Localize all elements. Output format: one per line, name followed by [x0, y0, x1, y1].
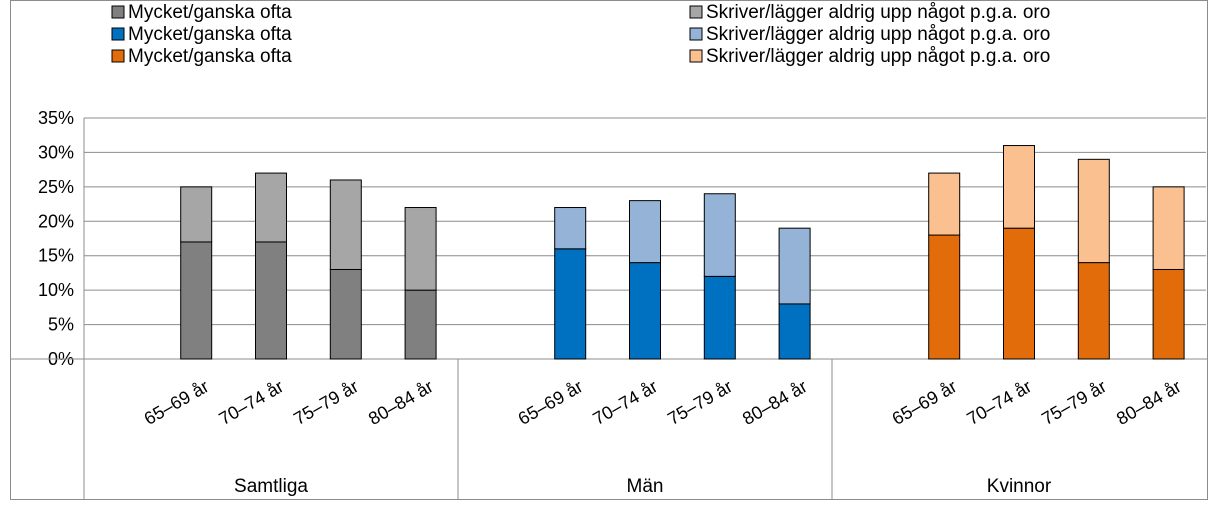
- legend-swatch: [111, 5, 125, 19]
- y-tick-label: 20%: [38, 211, 74, 231]
- x-tick-label: 75–79 år: [664, 376, 736, 429]
- legend-swatch: [689, 27, 703, 41]
- bar-segment-lower: [329, 268, 362, 360]
- bar-segment-lower: [1077, 262, 1110, 360]
- x-tick-label: 65–69 år: [515, 376, 587, 429]
- bar-segment-upper: [255, 172, 287, 243]
- bar-segment-upper: [1003, 145, 1035, 229]
- bar-segment-upper: [404, 207, 437, 291]
- x-tick-label: 80–84 år: [739, 376, 811, 429]
- y-tick-label: 35%: [38, 108, 74, 128]
- y-tick-label: 25%: [38, 177, 74, 197]
- bar-segment-upper: [778, 227, 811, 305]
- legend-swatch: [111, 27, 125, 41]
- x-tick-label: 70–74 år: [963, 376, 1035, 429]
- bar-segment-upper: [180, 186, 213, 243]
- bar-segment-upper: [554, 207, 587, 250]
- legend-label: Skriver/lägger aldrig upp något p.g.a. o…: [706, 24, 1050, 45]
- group-label: Män: [627, 476, 664, 497]
- group-label: Kvinnor: [987, 476, 1052, 497]
- legend-swatch: [111, 49, 125, 63]
- y-tick-label: 5%: [48, 315, 74, 335]
- bar-segment-lower: [255, 241, 287, 360]
- bar-segment-upper: [1152, 186, 1185, 270]
- x-tick-label: 65–69 år: [141, 376, 213, 429]
- bar-segment-lower: [629, 262, 661, 360]
- x-tick-label: 80–84 år: [1113, 376, 1185, 429]
- bar-group: 65–69 år 70–74 år 75–79 år 80–84 år Kvinnor: [889, 145, 1185, 497]
- y-tick-label: 10%: [38, 280, 74, 300]
- bar-segment-lower: [703, 275, 736, 360]
- x-tick-label: 75–79 år: [1038, 376, 1110, 429]
- legend: Mycket/ganska ofta Skriver/lägger aldrig …: [111, 2, 1050, 67]
- bar-segment-lower: [554, 248, 587, 360]
- bar-segment-lower: [180, 241, 213, 360]
- y-tick-label: 15%: [38, 246, 74, 266]
- bar-segment-upper: [629, 200, 661, 264]
- bar-segment-lower: [778, 303, 811, 360]
- legend-label: Mycket/ganska ofta: [128, 2, 292, 23]
- bar-segment-lower: [1003, 227, 1035, 360]
- y-tick-label: 30%: [38, 142, 74, 162]
- group-label: Samtliga: [234, 476, 308, 497]
- stacked-bar-chart: Mycket/ganska ofta Skriver/lägger aldrig …: [10, 0, 1208, 500]
- bar-segment-upper: [329, 179, 362, 270]
- chart-container: Mycket/ganska ofta Skriver/lägger aldrig …: [10, 0, 1208, 500]
- legend-label: Skriver/lägger aldrig upp något p.g.a. o…: [706, 46, 1050, 67]
- legend-label: Skriver/lägger aldrig upp något p.g.a. o…: [706, 2, 1050, 23]
- bar-segment-lower: [1152, 268, 1185, 360]
- x-tick-label: 65–69 år: [889, 376, 961, 429]
- legend-label: Mycket/ganska ofta: [128, 46, 292, 67]
- bar-group: 65–69 år 70–74 år 75–79 år 80–84 år Män: [515, 193, 811, 497]
- x-tick-label: 70–74 år: [215, 376, 287, 429]
- legend-label: Mycket/ganska ofta: [128, 24, 292, 45]
- x-tick-label: 80–84 år: [365, 376, 437, 429]
- bar-segment-upper: [928, 172, 961, 236]
- x-tick-label: 70–74 år: [589, 376, 661, 429]
- bar-segment-upper: [1077, 158, 1110, 264]
- legend-swatch: [689, 49, 703, 63]
- bar-segment-upper: [703, 193, 736, 277]
- x-tick-label: 75–79 år: [290, 376, 362, 429]
- legend-swatch: [689, 5, 703, 19]
- bar-segment-lower: [404, 289, 437, 360]
- bar-segment-lower: [928, 234, 961, 360]
